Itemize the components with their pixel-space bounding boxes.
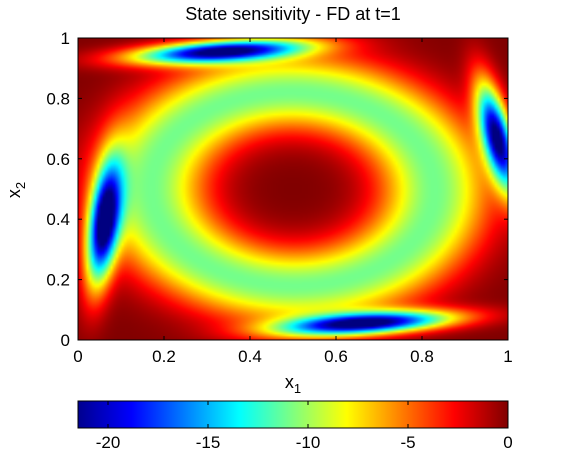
y-tick-label: 0 <box>61 331 70 350</box>
colorbar-tick-label: -5 <box>400 433 415 452</box>
x-tick-label: 1 <box>503 347 512 366</box>
heatmap-plot-area <box>77 37 509 341</box>
colorbar-tick-label: -10 <box>296 433 321 452</box>
colorbar-tick-label: -20 <box>96 433 121 452</box>
x-axis-label-subscript: 1 <box>294 381 301 396</box>
colorbar-tick-label: 0 <box>503 433 512 452</box>
chart-title: State sensitivity - FD at t=1 <box>185 4 401 24</box>
x-tick-label: 0.8 <box>410 347 434 366</box>
x-tick-label: 0.6 <box>324 347 348 366</box>
x-axis-label-base: x <box>285 372 294 392</box>
heatmap-image <box>78 38 508 340</box>
colorbar-tick-label: -15 <box>196 433 221 452</box>
colorbar: -20 -15 -10 -5 0 <box>77 400 513 452</box>
colorbar-gradient <box>77 400 509 429</box>
y-axis-label: x2 <box>4 182 28 198</box>
plot-frame <box>77 37 509 341</box>
x-tick-label: 0.2 <box>152 347 176 366</box>
y-axis-label-base: x <box>4 189 24 198</box>
x-axis-label: x1 <box>285 372 301 396</box>
x-tick-label: 0.4 <box>238 347 262 366</box>
y-tick-label: 0.6 <box>46 150 70 169</box>
y-tick-label: 0.2 <box>46 271 70 290</box>
colorbar-ticks: -20 -15 -10 -5 0 <box>96 401 513 452</box>
y-axis: 0 0.2 0.4 0.6 0.8 1 <box>46 29 508 350</box>
y-axis-label-subscript: 2 <box>13 182 28 189</box>
x-axis: 0 0.2 0.4 0.6 0.8 1 <box>73 38 513 366</box>
y-tick-label: 0.4 <box>46 210 70 229</box>
y-tick-label: 0.8 <box>46 89 70 108</box>
y-tick-label: 1 <box>61 29 70 48</box>
x-tick-label: 0 <box>73 347 82 366</box>
